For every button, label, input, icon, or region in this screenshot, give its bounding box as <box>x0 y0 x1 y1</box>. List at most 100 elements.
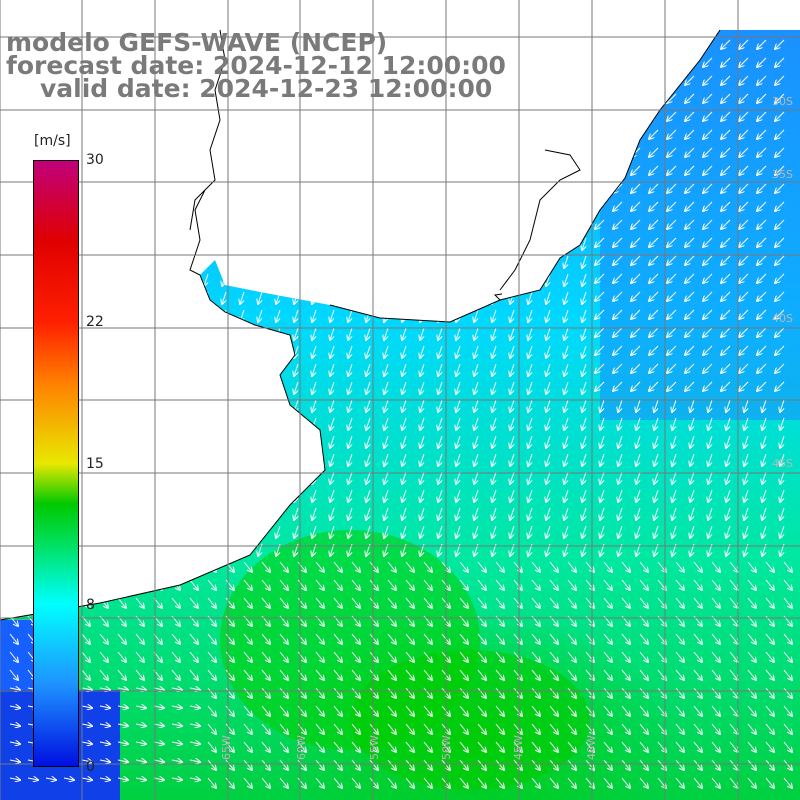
wind-arrow <box>528 327 533 340</box>
wind-arrow <box>757 255 767 265</box>
wind-arrow <box>348 291 353 304</box>
wind-arrow <box>42 147 47 160</box>
wind-arrow <box>654 453 659 466</box>
wind-arrow <box>685 345 695 355</box>
wind-arrow <box>528 111 533 124</box>
wind-arrow <box>261 651 270 662</box>
wind-arrow <box>780 399 785 412</box>
wind-arrow <box>582 165 587 178</box>
wind-arrow <box>762 417 767 430</box>
wind-arrow <box>312 111 317 124</box>
wind-arrow <box>294 435 299 448</box>
wind-arrow <box>402 291 407 304</box>
wind-arrow <box>636 435 641 448</box>
wind-arrow <box>168 291 173 304</box>
wind-arrow <box>366 471 371 484</box>
wind-arrow <box>721 363 731 373</box>
wind-arrow <box>333 651 342 662</box>
wind-arrow <box>204 165 209 178</box>
wind-arrow <box>564 327 569 340</box>
wind-arrow <box>24 219 29 232</box>
wind-arrow <box>369 561 378 572</box>
wind-arrow <box>384 147 389 160</box>
wind-arrow <box>279 579 288 590</box>
longitude-label: 45W <box>512 735 525 760</box>
wind-arrow <box>721 75 731 85</box>
wind-arrow <box>510 417 515 430</box>
wind-arrow <box>6 471 11 484</box>
wind-arrow <box>333 633 342 644</box>
wind-arrow <box>513 651 522 662</box>
wind-arrow <box>348 111 353 124</box>
wind-arrow <box>582 57 587 70</box>
wind-arrow <box>114 165 119 178</box>
wind-arrow <box>402 453 407 466</box>
wind-arrow <box>564 273 569 286</box>
wind-arrow <box>739 39 749 49</box>
wind-arrow <box>24 183 29 196</box>
wind-arrow <box>369 651 378 662</box>
wind-arrow <box>528 507 533 520</box>
wind-arrow <box>204 201 209 214</box>
wind-arrow <box>132 417 137 430</box>
wind-arrow <box>168 219 173 232</box>
wind-arrow <box>117 651 126 662</box>
wind-arrow <box>585 561 594 572</box>
wind-arrow <box>276 183 281 196</box>
wind-arrow <box>747 561 756 572</box>
wind-arrow <box>189 597 198 608</box>
wind-arrow <box>150 309 155 322</box>
wind-arrow <box>726 525 731 538</box>
wind-arrow <box>721 183 731 193</box>
wind-arrow <box>667 273 677 283</box>
wind-arrow <box>204 381 209 394</box>
wind-arrow <box>312 183 317 196</box>
wind-arrow <box>6 525 11 538</box>
wind-arrow <box>477 561 486 572</box>
wind-arrow <box>384 273 389 286</box>
wind-arrow <box>564 381 569 394</box>
wind-arrow <box>6 201 11 214</box>
wind-arrow <box>595 363 605 373</box>
wind-arrow <box>474 363 479 376</box>
wind-arrow <box>564 507 569 520</box>
wind-arrow <box>114 381 119 394</box>
wind-arrow <box>387 597 396 608</box>
wind-arrow <box>204 327 209 340</box>
wind-arrow <box>775 165 785 175</box>
wind-arrow <box>222 219 227 232</box>
wind-arrow <box>114 399 119 412</box>
wind-arrow <box>330 273 335 286</box>
wind-arrow <box>510 39 515 52</box>
wind-arrow <box>546 39 551 52</box>
wind-arrow <box>775 273 785 283</box>
wind-arrow <box>546 417 551 430</box>
wind-arrow <box>351 561 360 572</box>
wind-arrow <box>528 363 533 376</box>
wind-arrow <box>6 507 11 520</box>
wind-arrow <box>294 381 299 394</box>
wind-arrow <box>294 363 299 376</box>
wind-arrow <box>582 201 587 214</box>
wind-arrow <box>168 417 173 430</box>
wind-arrow <box>474 525 479 538</box>
wind-arrow <box>747 597 756 608</box>
wind-arrow <box>649 147 659 157</box>
wind-arrow <box>438 399 443 412</box>
wind-arrow <box>531 579 540 590</box>
wind-arrow <box>258 435 263 448</box>
wind-arrow <box>492 273 497 286</box>
wind-arrow <box>762 471 767 484</box>
wind-arrow <box>171 651 180 662</box>
wind-arrow <box>348 165 353 178</box>
wind-arrow <box>258 525 263 538</box>
wind-arrow <box>582 363 587 376</box>
wind-arrow <box>279 597 288 608</box>
wind-arrow <box>312 399 317 412</box>
wind-arrow <box>132 201 137 214</box>
wind-arrow <box>631 345 641 355</box>
wind-arrow <box>613 273 623 283</box>
wind-arrow <box>402 507 407 520</box>
wind-arrow <box>618 435 623 448</box>
